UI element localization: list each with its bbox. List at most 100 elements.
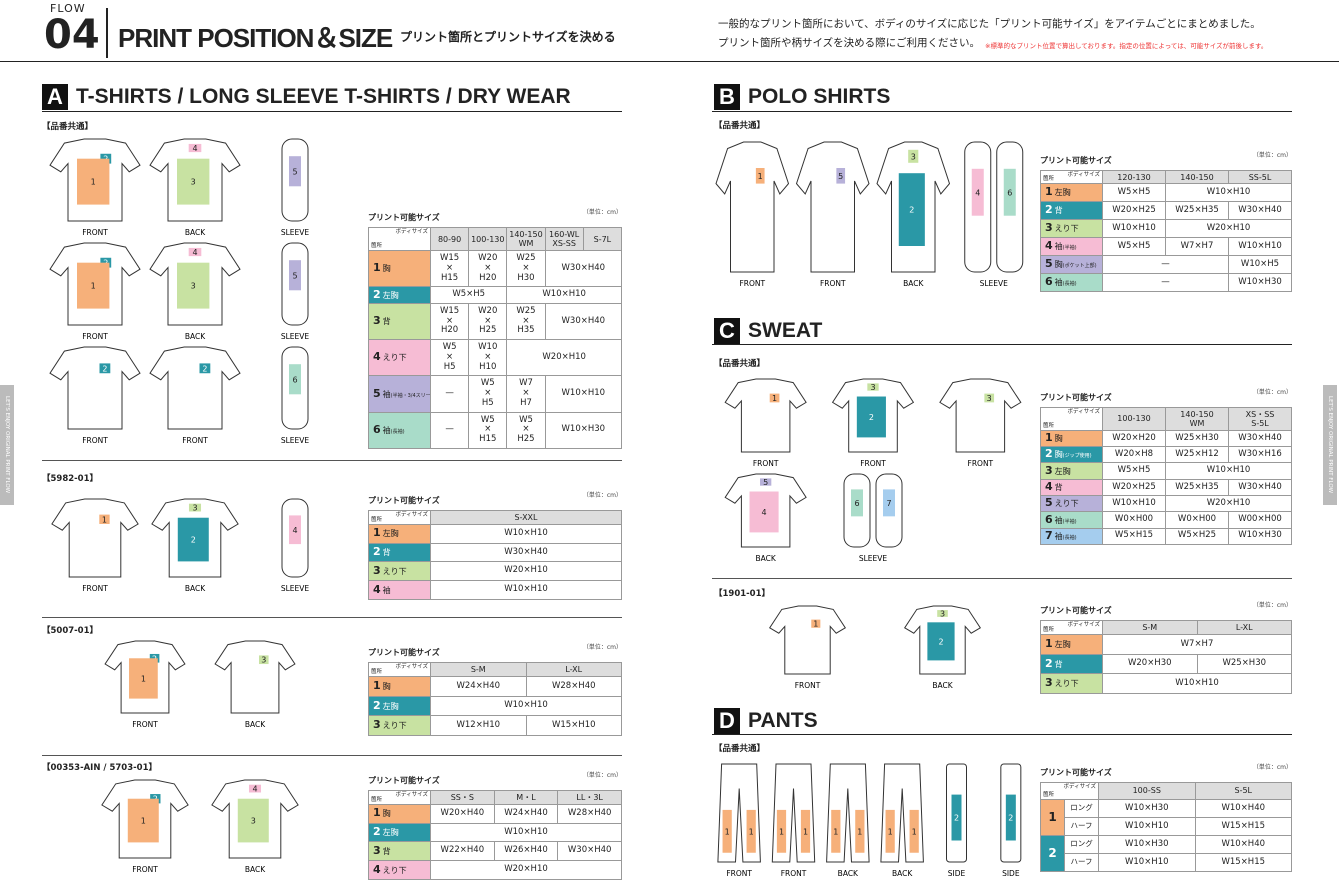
size-cell: W10×H10 <box>506 286 622 304</box>
size-cell: W20×H10 <box>430 561 622 582</box>
print-number: 5 <box>292 167 297 176</box>
section-letter: B <box>714 84 740 110</box>
size-cell: — <box>1102 272 1229 293</box>
size-cell: W30×H40 <box>430 542 622 563</box>
section-rule <box>712 111 1292 112</box>
column-header: LL・3L <box>557 790 622 805</box>
print-area <box>289 364 301 395</box>
row-head: 5袖(半袖・3/4スリーブ) <box>368 375 431 413</box>
size-cell: W30×H16 <box>1228 446 1292 464</box>
row-number: 1 <box>1045 185 1053 199</box>
table-caption: プリント可能サイズ <box>368 648 440 657</box>
table-row: 2 ロング W10×H30 W10×H40 <box>1040 834 1292 873</box>
header-rule <box>0 61 1339 62</box>
print-number: 2 <box>191 536 196 545</box>
table-row: 2 背 W30×H40 <box>368 542 622 563</box>
group-label: 【品番共通】 <box>714 121 766 131</box>
row-note: (長袖) <box>390 428 405 435</box>
page-subtitle: プリント箇所とプリントサイズを決める <box>400 30 616 44</box>
row-number: 5 <box>1045 496 1053 510</box>
corner-cell: ボディサイズ 箇所 <box>1040 407 1103 431</box>
table-row: 1 左胸 W7×H7 <box>1040 634 1292 655</box>
corner-bottom: 箇所 <box>1043 627 1055 634</box>
row-number: 1 <box>373 261 381 275</box>
description: 一般的なプリント箇所において、ボディのサイズに応じた「プリント可能サイズ」をアイ… <box>718 18 1261 30</box>
print-area <box>127 798 159 843</box>
size-cell: W30×H40 <box>544 250 623 288</box>
table-row: 1 左胸 W5×H5 W10×H10 <box>1040 183 1292 203</box>
print-number: 1 <box>833 827 838 836</box>
size-cell: W5×H5 <box>429 286 508 304</box>
size-cell: W5 × H5 <box>468 375 508 413</box>
figure-label: SLEEVE <box>281 228 310 237</box>
corner-top: ボディサイズ <box>1063 784 1096 790</box>
row-number: 2 <box>373 825 381 839</box>
size-table: プリント可能サイズ （単位：cm） ボディサイズ 箇所 S-M L-XL 1 左胸 W7×H7 2… <box>1040 598 1292 694</box>
print-number: 1 <box>102 515 107 524</box>
print-area <box>77 262 110 309</box>
print-number: 3 <box>192 504 197 513</box>
header-row: ボディサイズ 箇所 80-90 100-130 140-150 WM 160-WL XS-… <box>368 226 623 252</box>
print-number: 4 <box>252 785 257 794</box>
figure-label: FRONT <box>739 279 765 288</box>
table-row: 3 背 W15 × H20 W20 × H25 W25 × H35 W30×H40 <box>368 302 623 341</box>
group-label: 【1901-01】 <box>714 589 771 599</box>
row-name: 胸 <box>1054 434 1063 444</box>
size-cell: W10×H10 <box>430 695 622 717</box>
size-cell: W10×H30 <box>544 411 623 450</box>
corner-bottom: 箇所 <box>371 669 383 676</box>
table-row: 7 袖(長袖) W5×H15 W5×H25 W10×H30 <box>1040 527 1292 546</box>
print-number: 4 <box>192 144 197 153</box>
row-name: 袖 <box>382 425 391 435</box>
print-number: 1 <box>141 674 146 683</box>
print-area <box>746 809 756 853</box>
table-row: 2 胸(ジップ使用) W20×H8 W25×H12 W30×H16 <box>1040 446 1292 464</box>
size-cell: W5×H5 <box>1102 462 1166 480</box>
table-row: 2 左胸 W10×H10 <box>368 822 622 843</box>
print-area <box>289 515 301 545</box>
row-name: えり下 <box>382 566 407 576</box>
print-area <box>800 809 811 853</box>
row-head: 2 左胸 <box>368 695 431 717</box>
column-header: 80-90 <box>429 226 470 252</box>
size-cell: W25×H35 <box>1165 201 1229 221</box>
table-row: 5 えり下 W10×H10 W20×H10 <box>1040 495 1292 513</box>
print-number: 2 <box>869 413 874 422</box>
print-number: 3 <box>261 656 266 665</box>
table-row: 4 えり下 W20×H10 <box>368 860 622 880</box>
size-cell: W25 × H30 <box>506 250 546 288</box>
print-area <box>855 809 865 853</box>
column-header: 100-SS <box>1098 781 1196 801</box>
row-number: 3 <box>373 314 381 328</box>
size-cell: W0×H00 <box>1165 511 1229 529</box>
garment <box>795 141 870 273</box>
print-number: 1 <box>91 282 96 291</box>
row-number: 2 <box>1045 447 1053 461</box>
print-number: 3 <box>191 178 196 187</box>
figure-label: FRONT <box>753 459 779 468</box>
size-cell: W10×H40 <box>1194 799 1292 818</box>
print-area <box>836 168 846 184</box>
row-number: 2 <box>1045 203 1053 217</box>
print-number: 5 <box>838 172 843 181</box>
table: ボディサイズ 箇所 S-XXL 1 左胸 W10×H10 2 背 W30×H40 3 えり下 W20×… <box>368 510 622 600</box>
print-area <box>237 798 269 843</box>
row-number: 2 <box>373 698 381 712</box>
size-cell: W10×H10 <box>430 523 622 544</box>
print-area <box>77 158 110 205</box>
size-cell: W7×H7 <box>1165 237 1229 257</box>
table-caption: プリント可能サイズ <box>1040 768 1112 777</box>
table: ボディサイズ 箇所 SS・S M・L LL・3L 1 胸 W20×H40 W24×H40 W28×… <box>368 790 622 880</box>
column-header: S-M <box>430 661 527 678</box>
row-name: えり下 <box>382 865 407 875</box>
table-row: ハーフ W10×H10 W15×H15 <box>1041 817 1292 836</box>
corner-bottom: 箇所 <box>1043 175 1055 182</box>
corner-top: ボディサイズ <box>1067 622 1100 628</box>
figure-label: FRONT <box>82 436 108 445</box>
group-label: 【5007-01】 <box>42 626 99 636</box>
section-rule <box>712 734 1292 735</box>
row-note: (ポケット上部) <box>1062 263 1097 270</box>
note: ※標準的なプリント位置で算出しております。指定の位置によっては、可能サイズが前後… <box>985 42 1268 50</box>
figure-label: BACK <box>185 332 206 341</box>
